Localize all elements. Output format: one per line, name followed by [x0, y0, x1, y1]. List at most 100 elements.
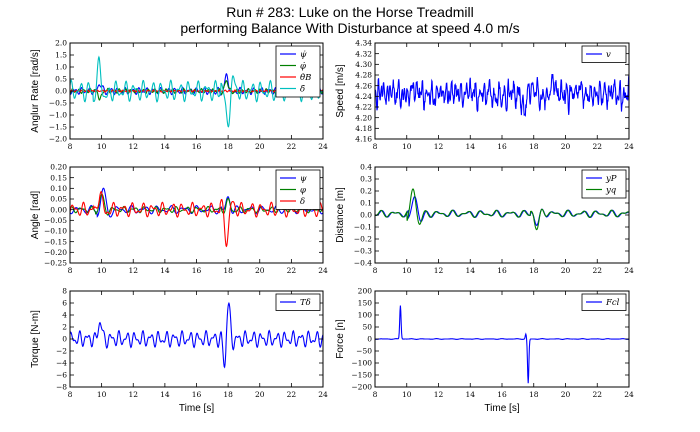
y-tick-label: 0.10 — [50, 184, 67, 193]
y-tick-label: −8 — [56, 383, 67, 392]
y-tick-label: −2.0 — [49, 135, 67, 144]
x-tick-label: 16 — [192, 266, 202, 275]
y-tick-label: 4 — [62, 311, 67, 320]
y-tick-label: 0.05 — [50, 195, 67, 204]
y-tick-label: −150 — [351, 371, 372, 380]
y-tick-label: −6 — [56, 371, 67, 380]
series-line-1 — [375, 73, 629, 118]
x-tick-label: 20 — [561, 142, 571, 151]
legend-box — [275, 293, 321, 311]
y-axis-label: Force [n] — [335, 319, 346, 359]
x-tick-label: 24 — [624, 390, 634, 399]
x-tick-label: 20 — [255, 142, 265, 151]
y-tick-label: 0.4 — [360, 163, 372, 172]
y-tick-label: 0 — [367, 335, 372, 344]
subplot-p6: 8 10 12 14 16 18 20 22 24 −200 −150 −100 −50 0 50 100 15… — [335, 287, 634, 414]
y-tick-label: 0 — [62, 335, 67, 344]
x-tick-label: 24 — [624, 266, 634, 275]
x-tick-label: 14 — [160, 390, 170, 399]
y-axis-label: Distance [m] — [335, 187, 346, 243]
series-line-1 — [375, 195, 629, 226]
y-tick-label: −0.20 — [44, 248, 67, 257]
x-tick-label: 18 — [223, 142, 233, 151]
x-tick-label: 10 — [97, 390, 107, 399]
x-tick-label: 12 — [434, 390, 444, 399]
y-tick-label: −0.1 — [354, 223, 372, 232]
legend-label: ψ — [300, 174, 307, 184]
y-tick-label: 0.15 — [50, 173, 67, 182]
series-line-1 — [375, 305, 629, 384]
x-axis-label: Time [s] — [179, 403, 214, 414]
y-tick-label: −2 — [56, 347, 67, 356]
legend-label: v — [606, 50, 611, 60]
legend-label: δ — [300, 197, 305, 207]
y-tick-label: −200 — [351, 383, 372, 392]
y-tick-label: −100 — [351, 359, 372, 368]
x-tick-label: 22 — [287, 142, 297, 151]
y-tick-label: 6 — [62, 299, 67, 308]
x-tick-label: 8 — [373, 390, 378, 399]
x-tick-label: 22 — [592, 390, 602, 399]
x-tick-label: 16 — [497, 390, 507, 399]
series-group — [375, 188, 629, 231]
x-tick-label: 14 — [465, 266, 475, 275]
x-tick-label: 12 — [128, 266, 138, 275]
y-axis-label: Angle [rad] — [30, 191, 41, 240]
x-tick-label: 10 — [97, 142, 107, 151]
x-tick-label: 12 — [434, 266, 444, 275]
legend: Fcl — [581, 293, 627, 311]
y-tick-label: 0.2 — [360, 187, 372, 196]
x-tick-label: 16 — [497, 142, 507, 151]
y-tick-label: 0.20 — [50, 163, 67, 172]
y-tick-label: −0.10 — [44, 227, 67, 236]
x-tick-label: 22 — [592, 142, 602, 151]
x-tick-label: 20 — [561, 390, 571, 399]
x-tick-label: 10 — [97, 266, 107, 275]
y-tick-label: 0.5 — [55, 75, 67, 84]
figure-title-line-1: Run # 283: Luke on the Horse Treadmill — [226, 4, 474, 20]
x-tick-label: 18 — [529, 266, 539, 275]
y-tick-label: 4.32 — [355, 49, 372, 58]
x-tick-label: 10 — [402, 266, 412, 275]
legend: v — [581, 45, 627, 63]
x-tick-label: 24 — [318, 266, 328, 275]
y-tick-label: 4.34 — [355, 39, 372, 48]
y-tick-label: 4.18 — [355, 124, 372, 133]
x-tick-label: 10 — [402, 142, 412, 151]
x-tick-label: 18 — [223, 390, 233, 399]
y-axis-label: Anglur Rate [rad/s] — [30, 49, 41, 133]
x-tick-label: 8 — [68, 266, 73, 275]
legend-label: ψ̇ — [300, 50, 307, 60]
y-tick-label: −4 — [56, 359, 67, 368]
y-tick-label: 1.5 — [55, 51, 67, 60]
x-tick-label: 20 — [561, 266, 571, 275]
legend-label: Fcl — [605, 298, 620, 308]
x-tick-label: 16 — [497, 266, 507, 275]
y-tick-label: 4.28 — [355, 71, 372, 80]
legend-label: θ̇B — [300, 73, 311, 83]
y-tick-label: −0.25 — [44, 259, 67, 268]
legend-label: Tδ — [300, 298, 311, 308]
x-tick-label: 18 — [223, 266, 233, 275]
y-tick-label: 2.0 — [55, 39, 67, 48]
x-tick-label: 14 — [465, 142, 475, 151]
y-tick-label: 4.22 — [355, 103, 372, 112]
y-tick-label: 4.30 — [355, 60, 372, 69]
series-group — [70, 301, 323, 369]
x-tick-label: 20 — [255, 390, 265, 399]
x-tick-label: 22 — [592, 266, 602, 275]
legend-label: φ — [300, 186, 306, 196]
x-tick-label: 24 — [318, 142, 328, 151]
y-tick-label: 150 — [358, 299, 373, 308]
y-axis-label: Torque [N-m] — [30, 310, 41, 368]
x-tick-label: 12 — [434, 142, 444, 151]
x-tick-label: 22 — [287, 390, 297, 399]
x-tick-label: 24 — [318, 390, 328, 399]
y-tick-label: −0.4 — [354, 259, 372, 268]
x-tick-label: 16 — [192, 390, 202, 399]
y-tick-label: 4.16 — [355, 135, 372, 144]
y-tick-label: 4.20 — [355, 113, 372, 122]
legend-box — [581, 45, 627, 63]
legend: ψ̇ φ̇θ̇B δ̇ — [275, 45, 321, 98]
